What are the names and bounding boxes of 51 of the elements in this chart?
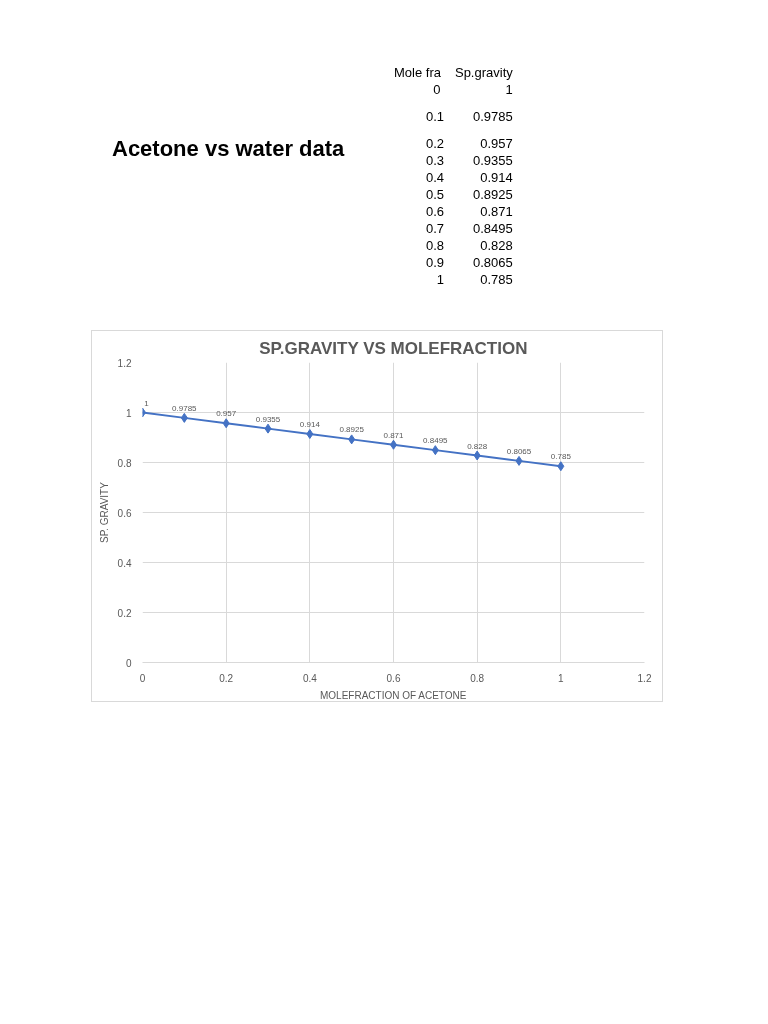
- text: Acetone vs water data: [112, 135, 345, 163]
- point: [515, 455, 523, 466]
- y-axis-title: SP. GRAVITY: [98, 481, 110, 543]
- data-label: 0.957: [216, 409, 237, 419]
- data-label: 0.914: [299, 420, 321, 429]
- y-tick-label: 0: [125, 657, 132, 669]
- y-tick-label: 0.2: [117, 607, 132, 619]
- data-label: 0.828: [467, 441, 488, 451]
- data-label: 0.8925: [339, 425, 365, 435]
- x-tick-label: 0.2: [219, 672, 234, 684]
- chart-title: SP.GRAVITY VS MOLEFRACTION: [259, 338, 528, 358]
- text: 0.6 0.871: [426, 204, 513, 219]
- data-label: 1: [144, 398, 150, 408]
- y-tick-label: 0.4: [117, 557, 132, 569]
- x-axis-title: MOLEFRACTION OF ACETONE: [319, 689, 467, 701]
- text: 1 0.785: [436, 272, 513, 287]
- point: [431, 445, 439, 456]
- y-tick-label: 1.2: [117, 357, 132, 369]
- point: [348, 434, 356, 445]
- category-label: Sp.gravity: [453, 64, 513, 81]
- x-tick-label: 1: [558, 672, 565, 684]
- data-label: 0.785: [550, 452, 572, 462]
- point: [264, 423, 272, 434]
- text: 0.7 0.8495: [426, 221, 513, 236]
- x-tick-label: 1.2: [637, 672, 652, 684]
- x-tick-label: 0.6: [386, 672, 401, 684]
- point: [222, 418, 230, 429]
- point: [180, 412, 188, 423]
- text: 0.3 0.9355: [426, 153, 513, 168]
- text: 0 1: [433, 82, 513, 97]
- y-tick-label: 0.8: [117, 457, 132, 469]
- x-tick-label: 0.4: [302, 672, 318, 684]
- point: [473, 450, 481, 461]
- text: 0.1 0.9785: [426, 109, 513, 124]
- data-label: 0.8495: [423, 436, 449, 446]
- x-tick-label: 0: [139, 672, 146, 684]
- data-label: 0.9355: [255, 414, 281, 424]
- y-tick-label: 1: [125, 407, 132, 419]
- text: 0.9 0.8065: [426, 255, 513, 270]
- point: [306, 429, 314, 439]
- text: 0.8 0.828: [426, 238, 513, 253]
- text: 0.2 0.957: [426, 136, 513, 151]
- text: 0.4 0.914: [426, 170, 513, 185]
- x-tick-label: 0.8: [470, 672, 485, 684]
- data-label: 0.9785: [172, 403, 198, 413]
- y-tick-label: 0.6: [117, 507, 132, 519]
- data-label: 0.871: [383, 430, 405, 440]
- data-label: 0.8065: [506, 446, 532, 456]
- category-label: Mole fra: [393, 64, 441, 81]
- text: 0.5 0.8925: [426, 187, 513, 202]
- point: [557, 461, 565, 472]
